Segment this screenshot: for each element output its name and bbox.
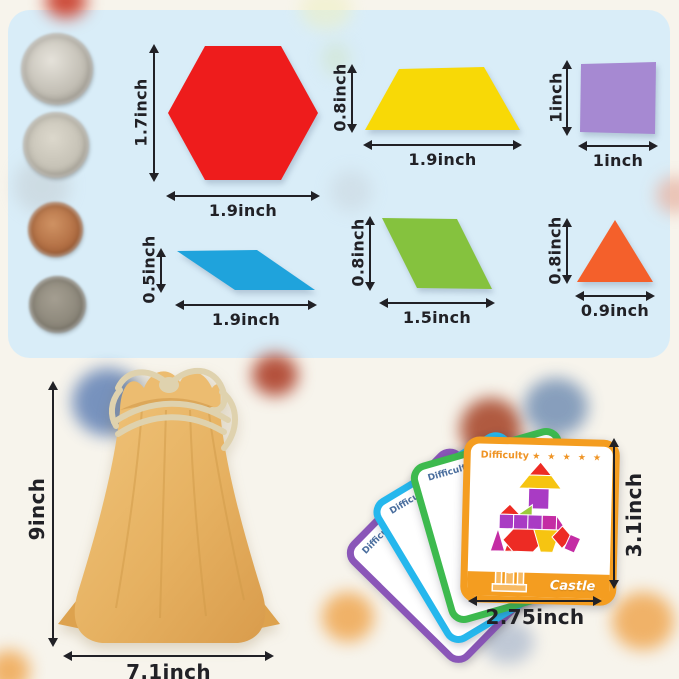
coin-penny: [28, 202, 83, 257]
background-dot: [0, 650, 30, 679]
card-title: Castle: [549, 578, 596, 595]
background-dot: [322, 592, 374, 642]
coin-dime: [29, 276, 86, 333]
coin-quarter: [21, 33, 93, 105]
square-width-arrow: [578, 141, 658, 151]
bag-width-label: 7.1inch: [126, 660, 211, 679]
square-width-label: 1inch: [592, 151, 644, 170]
background-dot: [656, 176, 679, 214]
rhombus-height-arrow: [365, 216, 375, 291]
trapezoid-shape: [365, 67, 520, 130]
bag-pleats: [115, 405, 245, 619]
parallelogram-height-label: 0.5inch: [139, 235, 159, 304]
hexagon-height-label: 1.7inch: [131, 78, 151, 147]
background-dot: [330, 170, 372, 212]
cards-width-arrow: [468, 596, 602, 606]
trapezoid-width-label: 1.9inch: [408, 150, 477, 169]
difficulty-text: Difficulty: [480, 449, 530, 462]
hexagon-width-label: 1.9inch: [208, 201, 278, 220]
cards-width-label: 2.75inch: [485, 605, 585, 629]
background-dot: [45, 0, 87, 18]
background-dot: [612, 592, 674, 650]
triangle-width-arrow: [575, 291, 655, 301]
parallelogram-shape: [177, 250, 315, 290]
square-height-arrow: [562, 60, 572, 136]
triangle-height-label: 0.8inch: [545, 216, 565, 285]
pattern-block-triangle: [577, 220, 653, 282]
triangle-height-arrow: [562, 218, 572, 284]
hexagon-width-arrow: [166, 191, 320, 201]
pattern-block-square: [580, 62, 656, 134]
parallelogram-width-arrow: [175, 300, 317, 310]
background-dot: [524, 378, 588, 436]
rhombus-width-arrow: [379, 298, 495, 308]
pattern-block-trapezoid: [365, 67, 520, 130]
pattern-block-parallelogram: [177, 250, 315, 290]
triangle-width-label: 0.9inch: [580, 301, 650, 320]
cards-height-arrow: [609, 438, 619, 589]
parallelogram-width-label: 1.9inch: [211, 310, 281, 329]
pattern-card-castle: Difficulty ★ ★ ★ ★ ★: [459, 436, 621, 607]
background-dot: [252, 354, 298, 396]
background-dot: [322, 42, 350, 76]
hexagon-height-arrow: [149, 44, 159, 182]
rhombus-width-label: 1.5inch: [402, 308, 472, 327]
coin-nickel: [23, 112, 89, 178]
triangle-shape: [577, 220, 653, 282]
trapezoid-height-arrow: [347, 64, 357, 133]
castle-pattern-figure: [489, 461, 582, 554]
bag-height-label: 9inch: [25, 477, 49, 541]
drawstring-bag-photo: [58, 367, 280, 643]
bag-rope: [108, 367, 238, 451]
bag-body: [74, 393, 266, 643]
rhombus-shape: [382, 218, 492, 289]
trapezoid-width-arrow: [363, 140, 522, 150]
trapezoid-height-label: 0.8inch: [330, 63, 350, 132]
bag-height-arrow: [48, 381, 58, 647]
parallelogram-height-arrow: [156, 248, 166, 293]
cards-height-label: 3.1inch: [622, 472, 646, 558]
bag-width-arrow: [63, 651, 274, 661]
rhombus-height-label: 0.8inch: [348, 218, 368, 287]
hexagon-shape: [168, 46, 318, 180]
pattern-block-hexagon: [168, 46, 318, 180]
castle-icon: [491, 560, 528, 593]
bag-rope-knot: [159, 377, 179, 393]
square-shape: [580, 62, 656, 134]
square-height-label: 1inch: [546, 72, 566, 123]
pattern-block-rhombus: [382, 218, 492, 289]
